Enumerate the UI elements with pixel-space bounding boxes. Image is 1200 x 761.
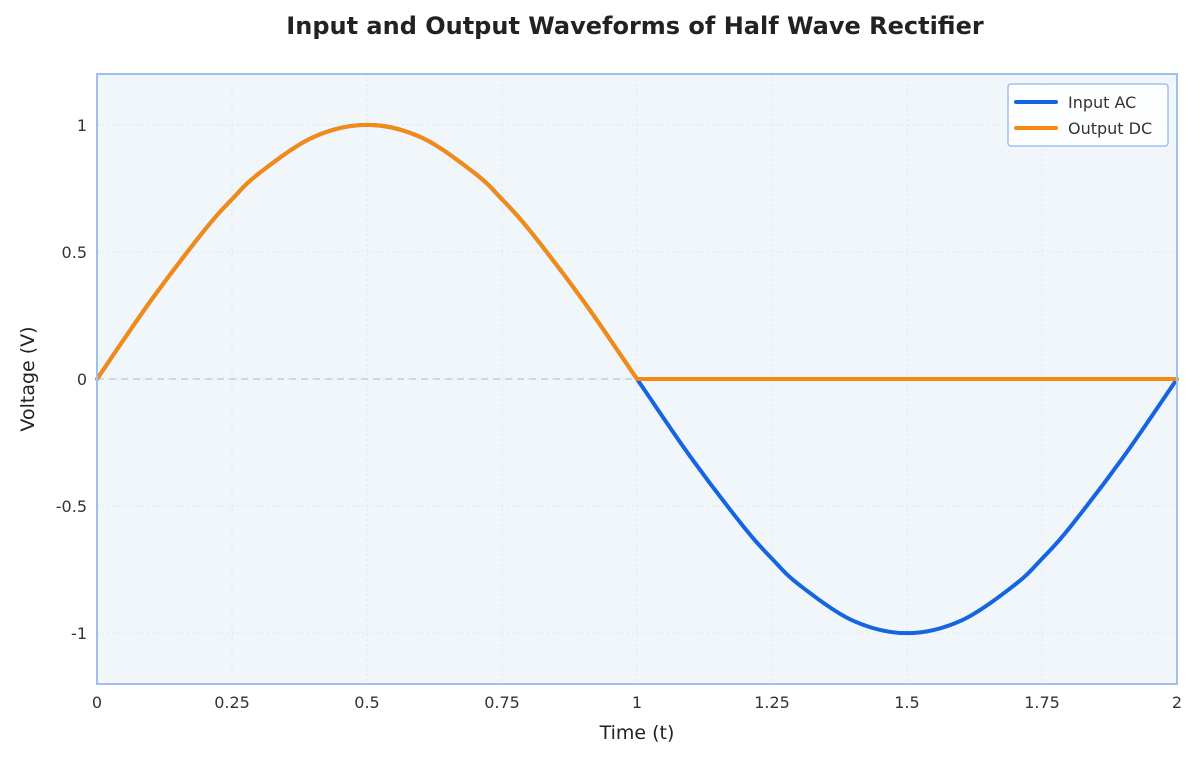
legend-box	[1007, 83, 1169, 147]
legend: Input AC Output DC	[1007, 83, 1169, 147]
plot-border	[96, 73, 1178, 685]
x-tick-label: 0.25	[214, 693, 250, 712]
y-axis-label: Voltage (V)	[17, 326, 39, 431]
y-tick-label: 0	[77, 370, 87, 389]
x-tick-label: 0	[92, 693, 102, 712]
legend-label: Input AC	[1068, 93, 1136, 112]
chart-title: Input and Output Waveforms of Half Wave …	[286, 12, 984, 40]
x-tick-label: 1.5	[894, 693, 919, 712]
x-tick-label: 2	[1172, 693, 1182, 712]
x-axis-label: Time (t)	[599, 722, 675, 744]
x-tick-label: 1.75	[1024, 693, 1060, 712]
x-axis-ticks: 0 0.25 0.5 0.75 1 1.25 1.5 1.75 2	[92, 693, 1182, 712]
x-tick-label: 0.75	[484, 693, 520, 712]
series-lines	[95, 122, 1179, 636]
x-tick-label: 0.5	[354, 693, 379, 712]
y-tick-label: -1	[71, 624, 87, 643]
x-tick-label: 1.25	[754, 693, 790, 712]
y-tick-label: -0.5	[56, 497, 87, 516]
legend-label: Output DC	[1068, 119, 1152, 138]
x-tick-label: 1	[632, 693, 642, 712]
y-tick-label: 1	[77, 116, 87, 135]
y-tick-label: 0.5	[62, 243, 87, 262]
series-line-output-dc	[95, 122, 1179, 381]
y-axis-ticks: 1 0.5 0 -0.5 -1	[56, 116, 87, 643]
